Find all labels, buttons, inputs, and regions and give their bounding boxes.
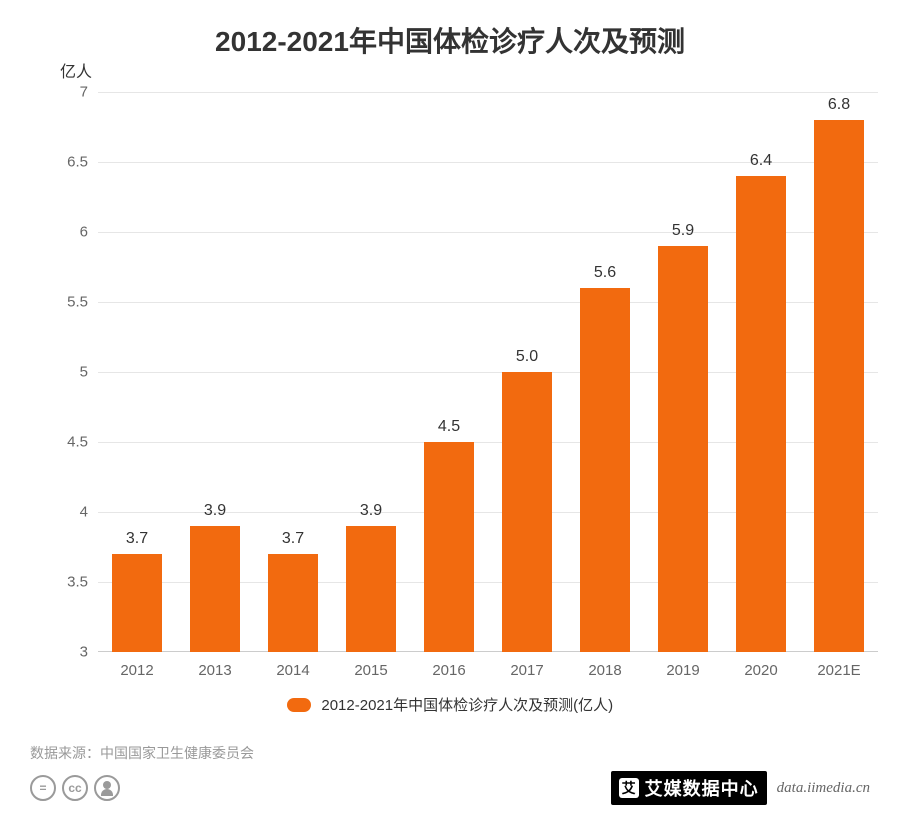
- bar-value-label: 6.8: [814, 96, 864, 114]
- bar: 6.8: [814, 120, 864, 652]
- bar-value-label: 6.4: [736, 152, 786, 170]
- source-prefix: 数据来源：: [30, 745, 100, 761]
- y-tick-label: 5.5: [67, 294, 98, 311]
- brand-url: data.iimedia.cn: [777, 780, 870, 797]
- x-tick-label: 2012: [120, 652, 153, 679]
- bar: 4.5: [424, 442, 474, 652]
- chart-title: 2012-2021年中国体检诊疗人次及预测: [30, 20, 870, 60]
- bar-value-label: 3.9: [346, 502, 396, 520]
- x-tick-label: 2013: [198, 652, 231, 679]
- bar: 6.4: [736, 176, 786, 652]
- gridline: [98, 92, 878, 93]
- y-tick-label: 5: [80, 364, 98, 381]
- x-tick-label: 2015: [354, 652, 387, 679]
- cc-equals-icon: =: [30, 775, 56, 801]
- bar: 3.9: [346, 526, 396, 652]
- bar-value-label: 3.9: [190, 502, 240, 520]
- y-tick-label: 7: [80, 84, 98, 101]
- bar-value-label: 3.7: [268, 530, 318, 548]
- legend-label: 2012-2021年中国体检诊疗人次及预测(亿人): [321, 697, 613, 714]
- bar-value-label: 5.0: [502, 348, 552, 366]
- brand: 艾 艾媒数据中心 data.iimedia.cn: [611, 771, 870, 805]
- data-source: 数据来源：中国国家卫生健康委员会: [30, 743, 870, 763]
- x-tick-label: 2020: [744, 652, 777, 679]
- y-tick-label: 3: [80, 644, 98, 661]
- y-tick-label: 3.5: [67, 574, 98, 591]
- bar-value-label: 3.7: [112, 530, 162, 548]
- x-tick-label: 2019: [666, 652, 699, 679]
- y-tick-label: 4: [80, 504, 98, 521]
- cc-by-icon: [94, 775, 120, 801]
- legend: 2012-2021年中国体检诊疗人次及预测(亿人): [30, 694, 870, 715]
- chart-container: 2012-2021年中国体检诊疗人次及预测 亿人 33.544.555.566.…: [0, 0, 900, 822]
- brand-badge: 艾 艾媒数据中心: [611, 771, 767, 805]
- x-tick-label: 2016: [432, 652, 465, 679]
- footer: = cc 艾 艾媒数据中心 data.iimedia.cn: [30, 771, 870, 805]
- brand-logo-icon: 艾: [619, 778, 639, 798]
- x-tick-label: 2017: [510, 652, 543, 679]
- y-tick-label: 6: [80, 224, 98, 241]
- source-text: 中国国家卫生健康委员会: [100, 745, 254, 761]
- x-tick-label: 2014: [276, 652, 309, 679]
- y-tick-label: 6.5: [67, 154, 98, 171]
- bar-value-label: 5.6: [580, 264, 630, 282]
- brand-badge-text: 艾媒数据中心: [645, 775, 759, 801]
- legend-swatch: [287, 698, 311, 712]
- x-tick-label: 2021E: [817, 652, 860, 679]
- bar: 5.6: [580, 288, 630, 652]
- bar: 3.9: [190, 526, 240, 652]
- x-tick-label: 2018: [588, 652, 621, 679]
- plot-area: 33.544.555.566.573.720123.920133.720143.…: [98, 92, 878, 652]
- bar: 3.7: [112, 554, 162, 652]
- y-axis-unit: 亿人: [60, 58, 92, 82]
- y-tick-label: 4.5: [67, 434, 98, 451]
- bar: 3.7: [268, 554, 318, 652]
- license-icons: = cc: [30, 775, 120, 801]
- bar-value-label: 5.9: [658, 222, 708, 240]
- bar-value-label: 4.5: [424, 418, 474, 436]
- cc-cc-icon: cc: [62, 775, 88, 801]
- bar: 5.9: [658, 246, 708, 652]
- bar: 5.0: [502, 372, 552, 652]
